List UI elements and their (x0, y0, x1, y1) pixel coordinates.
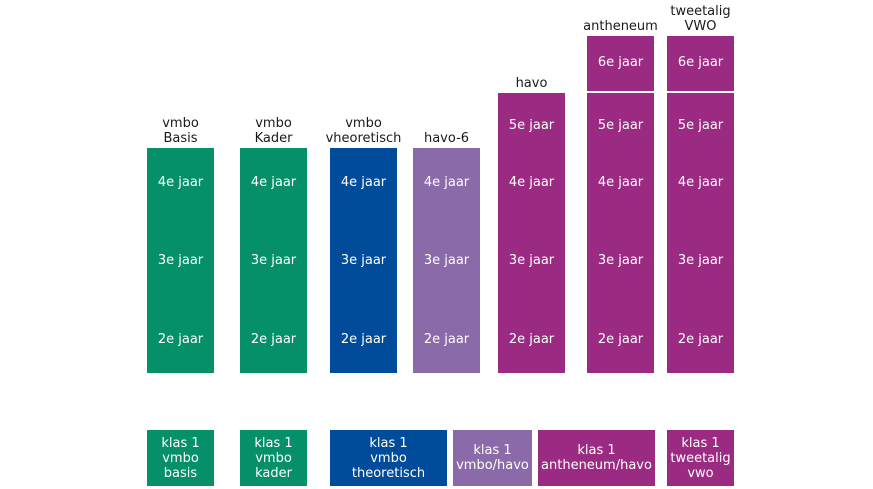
year-label: 4e jaar (340, 175, 387, 190)
year-label: 3e jaar (340, 253, 387, 268)
klas-1-tweetalig-vwo: klas 1 tweetalig vwo (667, 430, 734, 486)
track-title-line: VWO (684, 19, 717, 34)
klas-label-line: vmbo (370, 450, 407, 466)
track-title-line: antheneum (583, 19, 658, 34)
klas-1-antheneum-havo: klas 1 antheneum/havo (538, 430, 655, 486)
track-vmbo-basis: vmbo Basis 4e jaar 3e jaar 2e jaar (147, 116, 214, 373)
klas-label-line: vmbo/havo (456, 458, 529, 473)
year-label: 4e jaar (157, 175, 204, 190)
year-label: 3e jaar (508, 253, 555, 268)
year-label: 4e jaar (250, 175, 297, 190)
track-title: vmbo Kader (220, 116, 327, 146)
klas-label-line: klas 1 (473, 443, 512, 458)
column-block: 4e jaar 3e jaar 2e jaar (240, 148, 307, 373)
klas-label-line: klas 1 (161, 435, 200, 451)
column-block: 4e jaar 3e jaar 2e jaar (330, 148, 397, 373)
year-label: 4e jaar (677, 175, 724, 190)
year-label: 2e jaar (423, 332, 470, 347)
track-title-line: Basis (163, 131, 198, 146)
track-havo: havo 5e jaar 4e jaar 3e jaar 2e jaar (498, 76, 565, 373)
track-title: vmbo Basis (127, 116, 234, 146)
track-title-line: tweetalig (670, 4, 731, 19)
year-label: 3e jaar (597, 253, 644, 268)
track-title-line: havo (515, 76, 548, 91)
klas-label-line: basis (163, 465, 198, 481)
track-title: tweetalig VWO (647, 4, 754, 34)
klas-label-line: vmbo (162, 450, 199, 466)
track-title-line: vmbo (255, 116, 292, 131)
year-label: 4e jaar (597, 175, 644, 190)
year-label: 5e jaar (508, 118, 555, 133)
track-title-line: vmbo (345, 116, 382, 131)
klas-label-line: vwo (687, 465, 714, 481)
year-label: 2e jaar (597, 332, 644, 347)
klas-1-vmbo-theoretisch: klas 1 vmbo theoretisch (330, 430, 447, 486)
track-title-line: vheoretisch (325, 131, 402, 146)
track-vmbo-kader: vmbo Kader 4e jaar 3e jaar 2e jaar (240, 116, 307, 373)
year-label: 6e jaar (597, 55, 644, 70)
track-title-line: Kader (254, 131, 293, 146)
klas-label-line: kader (255, 465, 292, 481)
klas-label-line: klas 1 (577, 443, 616, 458)
year-label: 3e jaar (250, 253, 297, 268)
year-label: 3e jaar (677, 253, 724, 268)
klas-label-line: antheneum/havo (541, 458, 652, 473)
column-top-block: 6e jaar (587, 36, 654, 91)
klas-1-vmbo-basis: klas 1 vmbo basis (147, 430, 214, 486)
year-label: 5e jaar (597, 118, 644, 133)
klas-label-line: theoretisch (351, 465, 426, 481)
year-label: 2e jaar (157, 332, 204, 347)
track-title: havo-6 (393, 131, 500, 146)
track-title: havo (478, 76, 585, 91)
track-antheneum: antheneum 6e jaar 5e jaar 4e jaar 3e jaar 2e … (583, 19, 658, 373)
klas-label-line: klas 1 (681, 435, 720, 451)
column-block: 5e jaar 4e jaar 3e jaar 2e jaar (498, 93, 565, 373)
year-label: 2e jaar (250, 332, 297, 347)
klas-1-vmbo-havo: klas 1 vmbo/havo (453, 430, 532, 486)
klas-1-vmbo-kader: klas 1 vmbo kader (240, 430, 307, 486)
column-block: 4e jaar 3e jaar 2e jaar (413, 148, 480, 373)
klas-label-line: tweetalig (670, 450, 731, 466)
year-label: 5e jaar (677, 118, 724, 133)
year-label: 2e jaar (677, 332, 724, 347)
column-block: 5e jaar 4e jaar 3e jaar 2e jaar (587, 93, 654, 373)
track-havo-6: havo-6 4e jaar 3e jaar 2e jaar (413, 131, 480, 373)
year-label: 4e jaar (508, 175, 555, 190)
track-title: vmbo vheoretisch (310, 116, 417, 146)
year-label: 2e jaar (340, 332, 387, 347)
column-block: 4e jaar 3e jaar 2e jaar (147, 148, 214, 373)
year-label: 4e jaar (423, 175, 470, 190)
klas-label-line: klas 1 (254, 435, 293, 451)
column-top-block: 6e jaar (667, 36, 734, 91)
track-title-line: vmbo (162, 116, 199, 131)
track-vmbo-theoretisch: vmbo vheoretisch 4e jaar 3e jaar 2e jaar (326, 116, 401, 373)
track-title-line: havo-6 (423, 131, 470, 146)
year-label: 3e jaar (423, 253, 470, 268)
track-tweetalig-vwo: tweetalig VWO 6e jaar 5e jaar 4e jaar 3e jaar… (667, 4, 734, 373)
year-label: 3e jaar (157, 253, 204, 268)
klas-label-line: vmbo (255, 450, 292, 466)
year-label: 2e jaar (508, 332, 555, 347)
track-title: antheneum (567, 19, 674, 34)
klas-label-line: klas 1 (369, 435, 408, 451)
column-block: 5e jaar 4e jaar 3e jaar 2e jaar (667, 93, 734, 373)
year-label: 6e jaar (677, 55, 724, 70)
